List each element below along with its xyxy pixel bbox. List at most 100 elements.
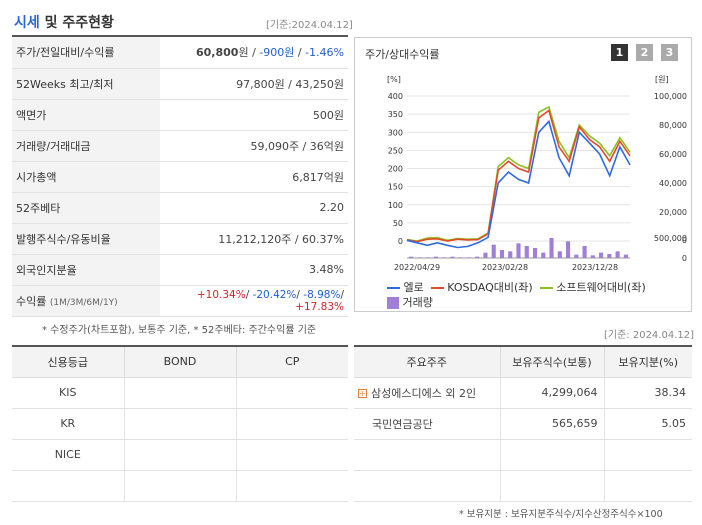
legend-item-software: 소프트웨어대비(좌): [539, 281, 646, 294]
agency-cell: KIS: [12, 377, 125, 409]
credit-rating-table: 신용등급 BOND CP KIS KR NICE: [12, 347, 348, 502]
series-line: [406, 109, 631, 243]
row-label: 시가총액: [12, 161, 160, 193]
right-tick-label: 20,000: [659, 208, 687, 217]
left-tick-label: 400: [388, 92, 403, 101]
legend-swatch: [539, 287, 553, 289]
right-tick-label: 100,000: [654, 92, 687, 101]
chart-page-3-button[interactable]: 3: [661, 44, 678, 61]
left-tick-label: 350: [388, 110, 403, 119]
table-row: [354, 470, 692, 502]
reference-date: [기준:2024.04.12]: [266, 20, 353, 31]
volume-bar: [590, 255, 595, 258]
volume-bar: [582, 246, 587, 258]
volume-bar: [466, 257, 472, 258]
footnote-left: * 수정주가(차트포함), 보통주 기준, * 52주베타: 주간수익률 기준: [42, 325, 317, 336]
table-row: 주가/전일대비/수익률 60,800원 / -900원 / -1.46%: [12, 37, 348, 69]
volume-bar: [475, 256, 480, 258]
volume-bar: [433, 256, 438, 258]
holders-table-topline: [354, 345, 692, 347]
agency-cell: NICE: [12, 439, 125, 471]
x-tick-label: 2023/02/28: [482, 263, 528, 272]
price-value: 60,800원 / -900원 / -1.46%: [160, 37, 348, 69]
left-tick-label: 0: [398, 237, 403, 246]
left-tick-label: 100: [388, 201, 403, 210]
holder-name-cell: 국민연금공단: [354, 408, 501, 440]
table-row: 국민연금공단 565,659 5.05: [354, 408, 692, 440]
holder-name-cell[interactable]: + 삼성에스디에스 외 2인: [354, 377, 501, 409]
volume-bar: [425, 257, 430, 258]
row-value: 59,090주 / 36억원: [160, 130, 348, 162]
volume-bar: [417, 257, 422, 258]
volume-bar: [442, 257, 447, 258]
empty-cell: [354, 439, 501, 471]
legend-swatch: [430, 287, 444, 289]
cp-cell: [236, 377, 348, 409]
quote-info-table: 주가/전일대비/수익률 60,800원 / -900원 / -1.46% 52W…: [12, 37, 348, 317]
volume-bar: [508, 251, 513, 258]
right-unit-label: [원]: [655, 75, 669, 84]
volume-bar: [565, 241, 571, 258]
empty-cell: [500, 439, 605, 471]
x-tick-label: 2023/12/28: [572, 263, 618, 272]
table-row: 52주베타 2.20: [12, 192, 348, 224]
table-row: 외국인지분율 3.48%: [12, 254, 348, 286]
left-tick-label: 50: [393, 219, 403, 228]
table-row: + 삼성에스디에스 외 2인 4,299,064 38.34: [354, 377, 692, 409]
agency-cell: [12, 470, 125, 502]
x-axis-ticks: 2022/04/29 2023/02/28 2023/12/28: [394, 263, 618, 272]
stock-chart: [%] [원] 400 350 300 250 200 150 100 50 0 100,000…: [387, 75, 687, 272]
volume-bar: [615, 251, 620, 258]
left-tick-label: 200: [388, 165, 403, 174]
volume-bar: [623, 254, 628, 258]
series-lines: [406, 105, 631, 249]
volume-bar: [458, 257, 463, 258]
section-title: 시세 및 주주현황: [14, 15, 114, 31]
volume-bar: [409, 256, 414, 258]
volume-bar: [599, 252, 604, 258]
table-row: [354, 439, 692, 471]
row-label: 액면가: [12, 99, 160, 131]
reference-date-2: [기준: 2024.04.12]: [604, 330, 695, 341]
volume-bar: [557, 251, 562, 258]
series-line: [406, 119, 631, 249]
cp-cell: [236, 470, 348, 502]
row-value: 2.20: [160, 192, 348, 224]
chart-page-2-button[interactable]: 2: [636, 44, 653, 61]
col-header: BOND: [124, 347, 237, 378]
empty-cell: [500, 470, 605, 502]
chart-page-1-button[interactable]: 1: [611, 44, 628, 61]
volume-bar: [450, 256, 455, 258]
expand-plus-icon[interactable]: +: [358, 389, 367, 398]
left-tick-label: 300: [388, 128, 403, 137]
row-value: 11,212,120주 / 60.37%: [160, 223, 348, 255]
agency-cell: KR: [12, 408, 125, 440]
volume-bar: [491, 244, 496, 258]
table-row: 액면가 500원: [12, 99, 348, 131]
right-tick-label: 80,000: [659, 121, 687, 130]
row-value: 97,800원 / 43,250원: [160, 68, 348, 100]
volume-bar: [499, 250, 505, 258]
empty-cell: [354, 470, 501, 502]
table-row: [12, 470, 348, 502]
shares-cell: 565,659: [500, 408, 605, 440]
table-header-row: 신용등급 BOND CP: [12, 347, 348, 378]
bond-cell: [124, 470, 237, 502]
grid-lines: [407, 95, 630, 259]
table-row: KR: [12, 408, 348, 440]
row-value: 3.48%: [160, 254, 348, 286]
row-label: 외국인지분율: [12, 254, 160, 286]
right-tick-label: 40,000: [659, 179, 687, 188]
x-tick-label: 2022/04/29: [394, 263, 440, 272]
table-row: NICE: [12, 439, 348, 471]
volume-bar: [607, 254, 612, 258]
table-header-row: 주요주주 보유주식수(보통) 보유지분(%): [354, 347, 692, 378]
cp-cell: [236, 408, 348, 440]
legend-item-kosdaq: KOSDAQ대비(좌): [430, 281, 533, 294]
volume-bar: [532, 248, 538, 258]
empty-cell: [604, 439, 692, 471]
bond-cell: [124, 408, 237, 440]
left-tick-label: 150: [388, 183, 403, 192]
shares-cell: 4,299,064: [500, 377, 605, 409]
